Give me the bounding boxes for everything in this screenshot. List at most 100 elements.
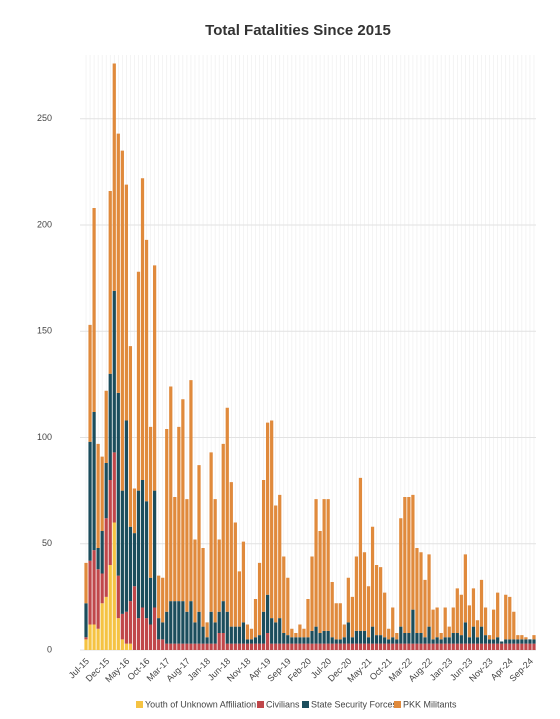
- bar-segment: [270, 643, 274, 650]
- bar-segment: [128, 346, 133, 527]
- bar-segment: [132, 488, 137, 534]
- bar-segment: [144, 501, 149, 619]
- bar-segment: [205, 643, 209, 650]
- bar-segment: [209, 643, 213, 650]
- bar-segment: [108, 373, 112, 480]
- bar-segment: [112, 522, 116, 650]
- bar-segment: [500, 641, 504, 644]
- bar-segment: [241, 622, 246, 644]
- bar-segment: [286, 577, 290, 636]
- bar-segment: [157, 575, 161, 619]
- bar-segment: [516, 639, 520, 644]
- bar-segment: [487, 635, 492, 640]
- bar-segment: [249, 628, 254, 640]
- bar-segment: [225, 611, 229, 644]
- bar-segment: [84, 603, 88, 638]
- bar-segment: [342, 643, 346, 650]
- bar-segment: [290, 637, 294, 644]
- bar-segment: [209, 452, 213, 612]
- bar-segment: [508, 643, 512, 650]
- bar-segment: [197, 611, 201, 644]
- bar-segment: [88, 560, 92, 625]
- bar-segment: [395, 633, 399, 640]
- bar-segment: [153, 607, 157, 650]
- bar-segment: [104, 518, 108, 597]
- bar-segment: [237, 626, 241, 644]
- bar-segment: [487, 643, 492, 650]
- bar-segment: [257, 643, 262, 650]
- bar-segment: [471, 626, 476, 644]
- bar-segment: [120, 639, 124, 650]
- bar-segment: [520, 639, 524, 644]
- bar-segment: [455, 643, 459, 650]
- bar-segment: [383, 643, 387, 650]
- bar-segment: [383, 637, 387, 644]
- bar-segment: [302, 637, 306, 644]
- bar-segment: [387, 643, 391, 650]
- bar-segment: [419, 552, 423, 633]
- bar-segment: [387, 639, 391, 644]
- bar-segment: [241, 541, 246, 623]
- bar-segment: [354, 630, 359, 644]
- bar-segment: [92, 208, 96, 412]
- bar-segment: [237, 571, 241, 627]
- bar-segment: [496, 637, 500, 644]
- bar-segment: [342, 624, 346, 638]
- bar-segment: [322, 630, 326, 644]
- bar-segment: [237, 643, 241, 650]
- bar-segment: [112, 452, 116, 523]
- bar-segment: [496, 643, 500, 650]
- bar-segment: [96, 443, 100, 548]
- legend-swatch: [394, 701, 401, 708]
- bar-segment: [334, 603, 338, 640]
- bar-segment: [463, 622, 467, 644]
- bar-segment: [532, 639, 536, 644]
- bar-segment: [358, 477, 363, 631]
- bar-segment: [314, 499, 318, 627]
- bar-segment: [310, 643, 314, 650]
- bar-segment: [144, 239, 149, 502]
- bar-segment: [185, 499, 189, 612]
- bar-segment: [128, 601, 133, 644]
- bar-segment: [358, 630, 363, 644]
- bar-segment: [314, 643, 318, 650]
- bar-segment: [253, 599, 258, 638]
- bar-segment: [479, 643, 484, 650]
- bar-segment: [504, 643, 508, 650]
- bar-segment: [225, 407, 229, 612]
- bar-segment: [334, 643, 338, 650]
- bar-segment: [439, 639, 443, 644]
- bar-segment: [500, 643, 504, 650]
- bar-segment: [104, 463, 108, 519]
- bar-segment: [116, 575, 120, 619]
- bar-segment: [350, 637, 354, 644]
- bar-segment: [245, 624, 250, 640]
- bar-segment: [447, 626, 451, 638]
- bar-segment: [407, 633, 411, 644]
- bar-segment: [136, 490, 141, 619]
- bar-segment: [403, 497, 407, 633]
- bar-segment: [213, 499, 217, 623]
- bar-segment: [435, 643, 439, 650]
- bar-segment: [108, 565, 112, 650]
- bar-segment: [298, 637, 302, 644]
- bar-segment: [483, 607, 488, 636]
- bar-segment: [399, 518, 403, 627]
- bar-segment: [483, 643, 488, 650]
- bar-segment: [496, 592, 500, 638]
- bar-segment: [201, 643, 205, 650]
- bar-segment: [463, 554, 467, 623]
- bar-segment: [157, 618, 161, 640]
- bar-segment: [96, 569, 100, 629]
- bar-segment: [233, 626, 237, 644]
- bar-segment: [116, 133, 120, 393]
- bar-segment: [512, 639, 516, 644]
- bar-segment: [415, 633, 419, 644]
- bar-segment: [459, 594, 463, 636]
- bar-segment: [427, 554, 431, 627]
- bar-segment: [508, 596, 512, 640]
- bar-segment: [407, 497, 411, 633]
- bar-segment: [431, 643, 435, 650]
- bar-segment: [173, 601, 177, 644]
- bar-segment: [108, 480, 112, 565]
